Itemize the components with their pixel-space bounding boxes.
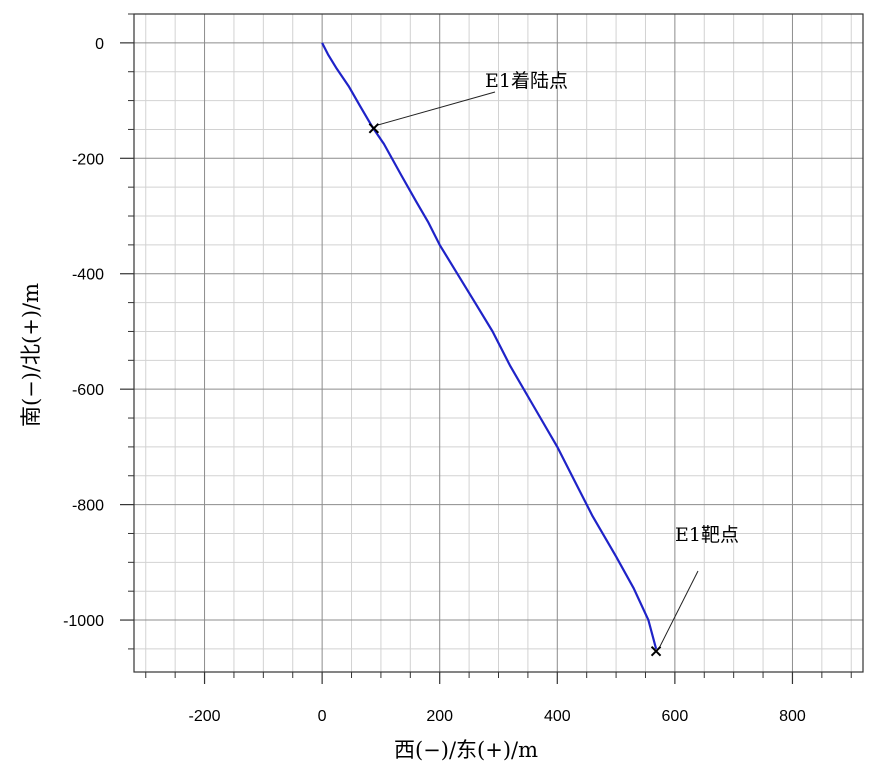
y-tick-label: 0 (95, 36, 104, 53)
x-tick-label: 800 (779, 708, 806, 725)
major-grid (134, 14, 863, 672)
x-tick-label: 0 (318, 708, 327, 725)
axis-tick-labels: -200 0 200 400 600 800 0 -200 -400 -600 -800 -1000 (63, 36, 806, 725)
x-tick-label: -200 (189, 708, 221, 725)
y-tick-label: -1000 (63, 613, 104, 630)
y-tick-label: -200 (72, 151, 104, 168)
trajectory-line (321, 42, 658, 650)
y-axis-title: 南(−)/北(+)/m (19, 283, 43, 427)
annotation-leader-line (658, 570, 699, 649)
annotation-label: E1靶点 (675, 524, 739, 546)
y-tick-label: -400 (72, 267, 104, 284)
annotation-label: E1着陆点 (485, 70, 568, 92)
annotations: E1着陆点 E1靶点 (368, 70, 739, 657)
y-tick-label: -600 (72, 382, 104, 399)
x-tick-label: 200 (426, 708, 453, 725)
minor-grid (134, 13, 863, 672)
annotation-leader-line (376, 91, 496, 126)
x-tick-label: 400 (544, 708, 571, 725)
x-marker (368, 123, 380, 134)
x-axis-title: 西(−)/东(+)/m (394, 738, 538, 762)
x-marker (650, 646, 662, 657)
axis-ticks (120, 13, 852, 684)
y-tick-label: -800 (72, 498, 104, 515)
series-layer (321, 42, 658, 650)
x-tick-label: 600 (662, 708, 689, 725)
